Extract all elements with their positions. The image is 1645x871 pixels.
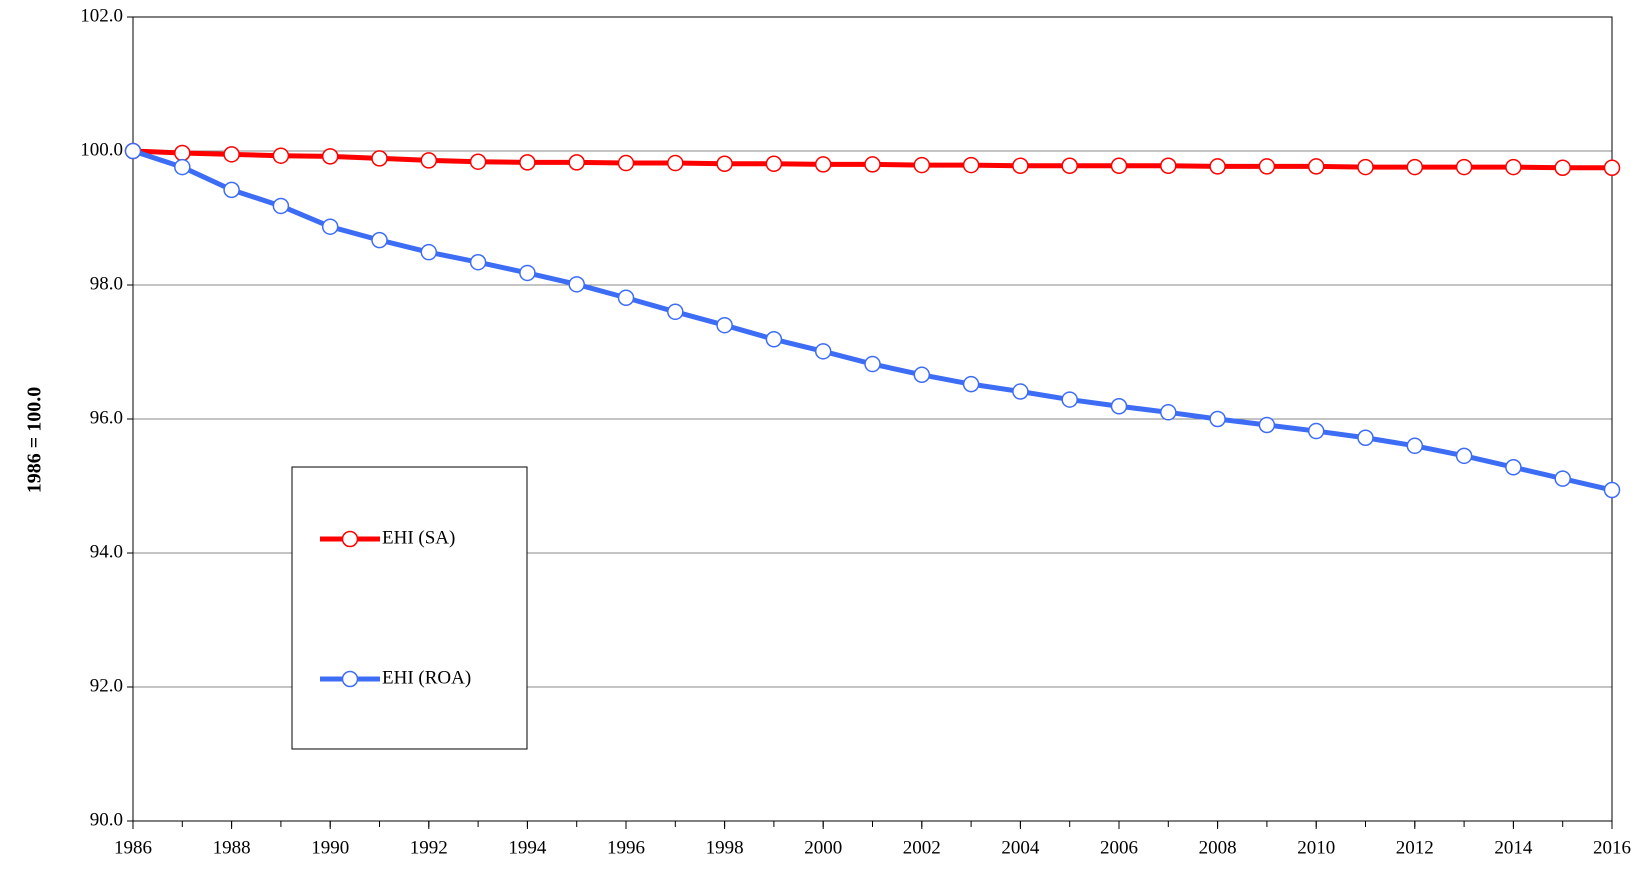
data-point bbox=[1258, 416, 1276, 434]
x-tick-label: 2016 bbox=[1593, 837, 1631, 858]
data-point bbox=[1455, 158, 1473, 176]
data-point bbox=[174, 158, 191, 176]
data-point bbox=[1012, 157, 1029, 174]
x-tick-label: 2014 bbox=[1494, 837, 1533, 858]
data-point bbox=[1307, 422, 1325, 440]
data-point bbox=[913, 156, 931, 174]
data-point bbox=[174, 144, 191, 162]
x-tick-label: 2002 bbox=[903, 837, 941, 858]
data-point bbox=[1061, 157, 1078, 174]
x-tick-label: 1994 bbox=[508, 837, 547, 858]
data-point bbox=[272, 147, 290, 164]
data-point bbox=[321, 218, 339, 235]
data-point bbox=[1357, 429, 1374, 447]
data-point bbox=[568, 276, 585, 293]
data-point bbox=[962, 156, 980, 174]
data-point bbox=[519, 264, 536, 282]
data-point bbox=[568, 154, 585, 171]
data-point bbox=[1160, 157, 1177, 174]
y-tick-label: 100.0 bbox=[80, 139, 123, 160]
data-point bbox=[469, 153, 487, 170]
data-point bbox=[617, 154, 635, 172]
data-point bbox=[1505, 158, 1522, 176]
x-tick-label: 1986 bbox=[114, 837, 152, 858]
x-tick-label: 2004 bbox=[1001, 837, 1040, 858]
data-point bbox=[765, 155, 783, 172]
data-point bbox=[617, 289, 635, 306]
data-point bbox=[420, 243, 438, 261]
data-point bbox=[519, 154, 536, 171]
data-point bbox=[864, 355, 881, 373]
data-point bbox=[1110, 157, 1128, 174]
data-point bbox=[765, 331, 783, 348]
data-point bbox=[272, 197, 290, 215]
data-point bbox=[1160, 404, 1177, 421]
data-point bbox=[1012, 383, 1029, 400]
data-point bbox=[1603, 481, 1621, 499]
y-tick-label: 94.0 bbox=[90, 541, 123, 562]
x-tick-label: 1998 bbox=[706, 837, 744, 858]
series-line bbox=[132, 148, 1613, 493]
y-tick-label: 92.0 bbox=[90, 675, 123, 696]
x-tick-label: 1988 bbox=[213, 837, 251, 858]
data-point bbox=[1258, 158, 1276, 175]
x-tick-label: 1992 bbox=[410, 837, 448, 858]
data-point bbox=[814, 156, 832, 173]
data-point bbox=[1554, 159, 1571, 176]
data-point bbox=[716, 316, 733, 334]
y-axis-label: 1986 = 100.0 bbox=[24, 387, 46, 493]
legend-label: EHI (ROA) bbox=[382, 667, 471, 688]
data-point bbox=[1603, 159, 1621, 176]
data-point bbox=[469, 253, 487, 271]
data-point bbox=[913, 366, 931, 384]
x-tick-label: 1996 bbox=[607, 837, 645, 858]
data-point bbox=[371, 231, 388, 249]
y-tick-label: 90.0 bbox=[90, 809, 123, 830]
data-point bbox=[1209, 158, 1226, 175]
data-point bbox=[1505, 458, 1522, 476]
data-point bbox=[864, 156, 881, 173]
data-point bbox=[1357, 158, 1374, 176]
data-point bbox=[124, 142, 142, 160]
data-point bbox=[1455, 447, 1473, 465]
data-point bbox=[1406, 437, 1424, 455]
data-point bbox=[667, 154, 684, 172]
y-tick-label: 96.0 bbox=[90, 407, 123, 428]
x-tick-label: 2008 bbox=[1199, 837, 1237, 858]
data-point bbox=[716, 155, 733, 172]
x-tick-label: 2012 bbox=[1396, 837, 1434, 858]
data-point bbox=[1110, 398, 1128, 415]
y-tick-label: 102.0 bbox=[80, 5, 123, 26]
x-tick-label: 2010 bbox=[1297, 837, 1335, 858]
x-tick-label: 2000 bbox=[804, 837, 842, 858]
y-tick-label: 98.0 bbox=[90, 273, 123, 294]
data-point bbox=[667, 303, 684, 321]
plot-frame bbox=[132, 16, 1613, 822]
x-tick-label: 2006 bbox=[1100, 837, 1138, 858]
data-point bbox=[814, 343, 832, 360]
x-tick-label: 1990 bbox=[311, 837, 349, 858]
data-point bbox=[321, 148, 339, 165]
data-point bbox=[1307, 158, 1325, 175]
legend-box bbox=[291, 466, 528, 750]
data-point bbox=[1554, 470, 1571, 487]
data-point bbox=[1209, 410, 1226, 428]
data-point bbox=[223, 181, 240, 199]
data-point bbox=[1406, 158, 1424, 176]
data-point bbox=[371, 150, 388, 167]
data-point bbox=[962, 375, 980, 393]
data-point bbox=[223, 146, 240, 163]
legend-swatch-marker bbox=[341, 530, 359, 548]
data-point bbox=[420, 152, 438, 169]
data-point bbox=[1061, 391, 1078, 408]
legend-label: EHI (SA) bbox=[382, 527, 455, 548]
legend-swatch-marker bbox=[341, 670, 359, 688]
